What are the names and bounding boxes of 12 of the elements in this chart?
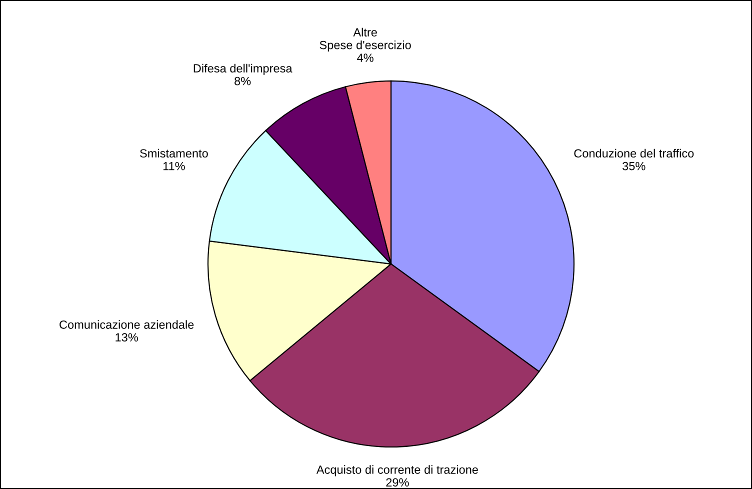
data-label: 4% — [357, 54, 374, 62]
data-label: 11% — [163, 162, 185, 170]
slice-label: Comunicazione aziendale — [60, 320, 194, 329]
slice-label: Smistamento — [140, 148, 208, 158]
data-label: 29% — [386, 478, 409, 487]
slice-label: Difesa dell'impresa — [194, 64, 292, 75]
slice-label: Conduzione del traffico — [574, 148, 694, 158]
slice-label: Altre Spese d'esercizio — [320, 28, 411, 52]
data-label: 8% — [234, 76, 251, 86]
data-label: 13% — [116, 333, 138, 342]
slice-label: Acquisto di corrente di trazione — [316, 465, 478, 476]
data-label: 35% — [622, 162, 646, 170]
